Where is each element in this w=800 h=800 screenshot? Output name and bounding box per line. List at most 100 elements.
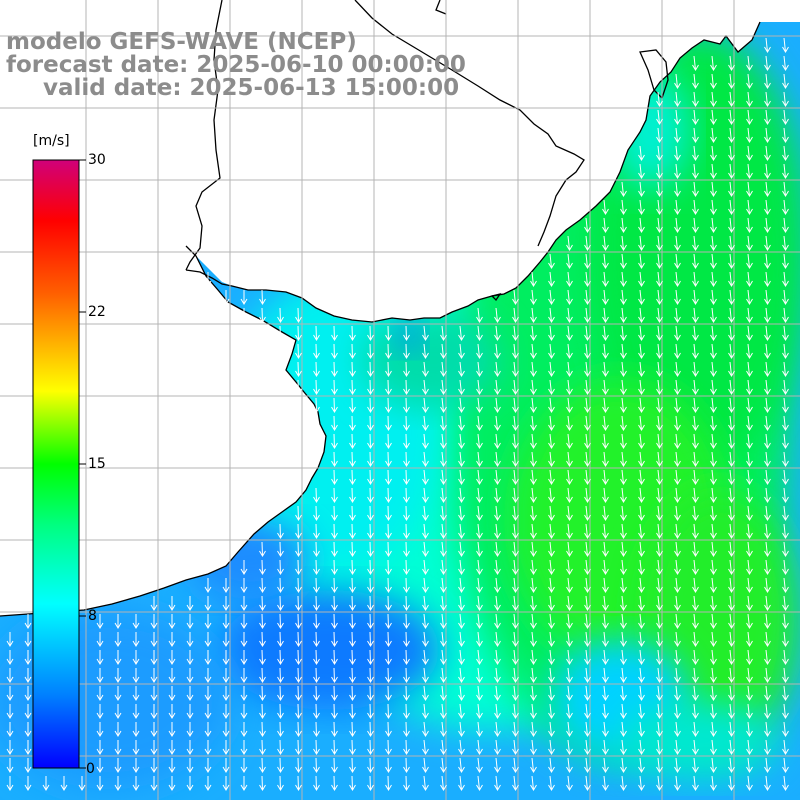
wind-arrow: [602, 505, 609, 521]
wind-arrow: [512, 667, 519, 683]
wind-arrow: [313, 631, 320, 647]
wind-arrow: [385, 721, 392, 737]
wind-arrow: [566, 541, 573, 557]
wind-arrow: [385, 325, 392, 341]
wind-arrow: [674, 487, 681, 503]
wind-arrow: [710, 235, 717, 251]
wind-arrow: [548, 307, 555, 323]
wind-arrow: [367, 721, 374, 737]
wind-arrow: [403, 505, 410, 521]
wind-arrow: [764, 595, 771, 611]
wind-arrow: [746, 451, 753, 467]
wind-arrow: [566, 361, 573, 377]
wind-arrow: [458, 667, 465, 683]
wind-arrow: [782, 505, 789, 521]
wind-arrow: [674, 181, 681, 197]
wind-arrow: [367, 325, 374, 341]
wind-arrow: [674, 775, 681, 791]
wind-arrow: [422, 325, 429, 341]
wind-arrow: [222, 290, 230, 305]
wind-arrow: [782, 721, 789, 737]
wind-arrow: [674, 163, 681, 179]
wind-arrow: [602, 289, 609, 305]
wind-arrow: [96, 722, 104, 737]
wind-arrow: [367, 703, 374, 719]
wind-arrow: [494, 685, 501, 701]
wind-arrow: [204, 632, 212, 647]
wind-arrow: [674, 145, 681, 161]
wind-arrow: [204, 776, 212, 791]
wind-arrow: [331, 775, 338, 791]
wind-arrow: [168, 596, 176, 611]
wind-arrow: [476, 721, 483, 737]
wind-arrow: [494, 361, 501, 377]
wind-arrow: [566, 649, 573, 665]
wind-arrow: [782, 235, 789, 251]
wind-arrow: [782, 577, 789, 593]
wind-arrow: [349, 775, 356, 791]
wind-arrow: [476, 523, 483, 539]
wind-arrow: [494, 559, 501, 575]
wind-arrow: [746, 271, 753, 287]
wind-arrow: [494, 523, 501, 539]
wind-arrow: [132, 668, 140, 683]
wind-arrow: [566, 469, 573, 485]
wind-arrow: [602, 595, 609, 611]
title-model: modelo GEFS-WAVE (NCEP): [6, 29, 357, 55]
wind-arrow: [240, 614, 248, 629]
wind-arrow: [240, 560, 248, 575]
wind-arrow: [385, 379, 392, 395]
wind-arrow: [403, 739, 410, 755]
wind-arrow: [476, 451, 483, 467]
wind-arrow: [349, 631, 356, 647]
wind-arrow: [403, 703, 410, 719]
wind-arrow: [638, 397, 645, 413]
wind-arrow: [692, 127, 699, 143]
wind-arrow: [385, 739, 392, 755]
wind-arrow: [638, 649, 645, 665]
wind-arrow: [746, 523, 753, 539]
wind-arrow: [584, 775, 591, 791]
wind-arrow: [710, 109, 717, 125]
wind-arrow: [277, 649, 284, 665]
wind-arrow: [150, 776, 158, 791]
wind-arrow: [710, 325, 717, 341]
wind-arrow: [656, 505, 663, 521]
wind-arrow: [602, 397, 609, 413]
wind-arrow: [656, 199, 663, 215]
wind-arrow: [295, 541, 302, 557]
wind-arrow: [240, 668, 248, 683]
wind-arrow: [204, 722, 212, 737]
wind-arrow: [204, 650, 212, 665]
wind-arrow: [24, 650, 32, 665]
wind-arrow: [277, 613, 284, 629]
wind-arrow: [403, 397, 410, 413]
wind-arrow: [494, 757, 501, 773]
wind-arrow: [710, 631, 717, 647]
wind-arrow: [602, 631, 609, 647]
wind-arrow: [96, 758, 104, 773]
wind-arrow: [728, 685, 735, 701]
wind-arrow: [674, 667, 681, 683]
wind-arrow: [764, 73, 771, 89]
wind-arrow: [331, 685, 338, 701]
wind-arrow: [674, 613, 681, 629]
wind-arrow: [458, 577, 465, 593]
wind-arrow: [494, 397, 501, 413]
wind-arrow: [385, 433, 392, 449]
wind-arrow: [494, 451, 501, 467]
wind-arrow: [728, 199, 735, 215]
wind-arrow: [222, 668, 230, 683]
wind-arrow: [602, 757, 609, 773]
wind-arrow: [494, 739, 501, 755]
wind-arrow: [422, 541, 429, 557]
wind-arrow: [656, 289, 663, 305]
wind-arrow: [656, 145, 663, 161]
wind-arrow: [403, 379, 410, 395]
wind-arrow: [692, 577, 699, 593]
wind-arrow: [602, 361, 609, 377]
wind-arrow: [512, 505, 519, 521]
wind-arrow: [512, 379, 519, 395]
wind-arrow: [710, 145, 717, 161]
wind-arrow: [494, 343, 501, 359]
